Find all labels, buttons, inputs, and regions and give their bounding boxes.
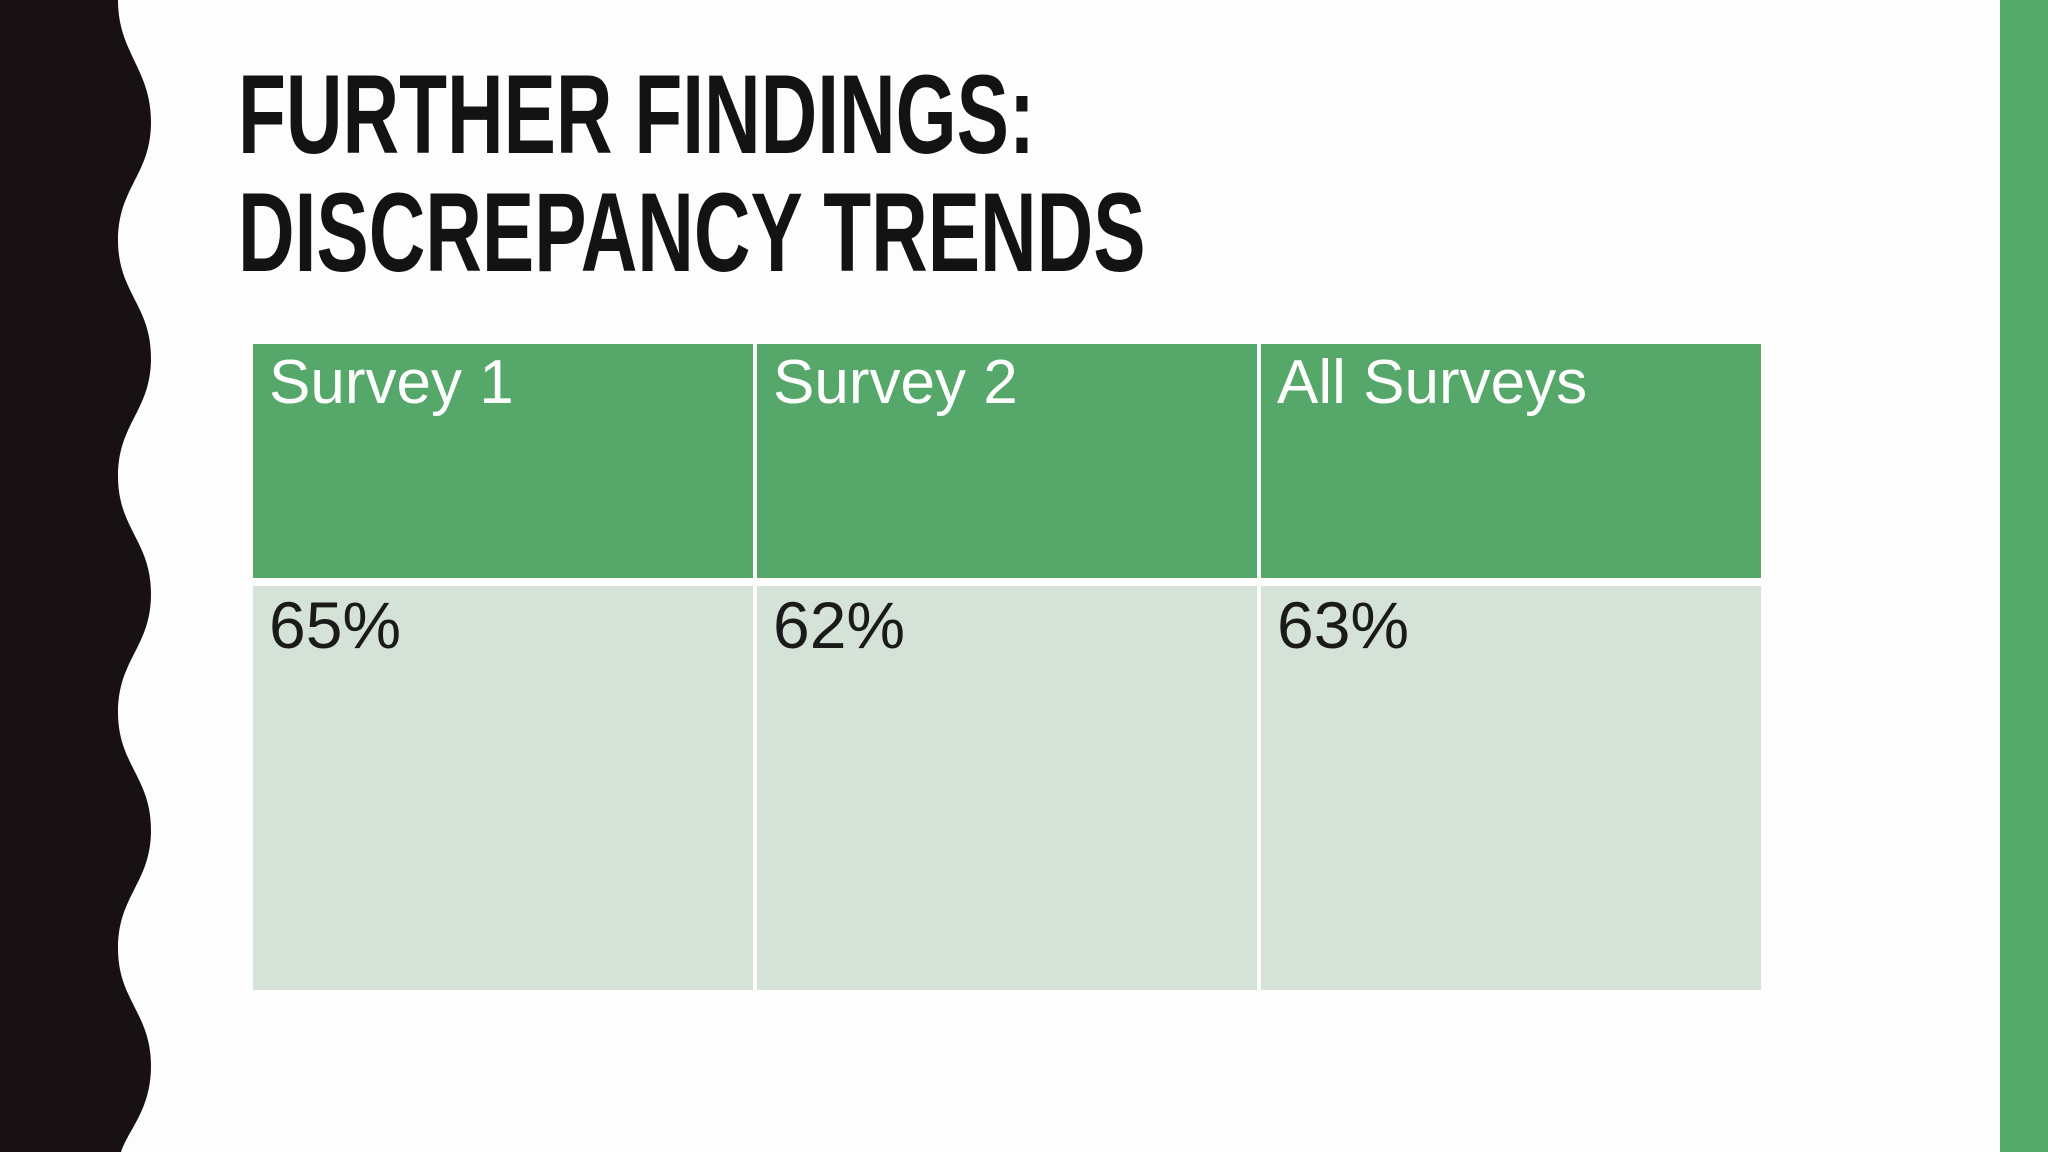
findings-table: Survey 1 Survey 2 All Surveys 65% 62% 63… — [253, 344, 1761, 990]
table-header-survey-2: Survey 2 — [757, 344, 1257, 578]
table-header-survey-1: Survey 1 — [253, 344, 753, 578]
right-accent-bar — [2000, 0, 2048, 1152]
table-header-row: Survey 1 Survey 2 All Surveys — [253, 344, 1761, 578]
table-cell-survey-2-value: 62% — [757, 586, 1257, 990]
table-data-row: 65% 62% 63% — [253, 586, 1761, 990]
slide-title: FURTHER FINDINGS: DISCREPANCY TRENDS — [238, 56, 1534, 292]
slide-title-line-1: FURTHER FINDINGS: — [238, 52, 1036, 177]
table-cell-all-surveys-value: 63% — [1261, 586, 1761, 990]
left-wave-decoration — [0, 0, 151, 1152]
table-cell-survey-1-value: 65% — [253, 586, 753, 990]
slide-title-line-2: DISCREPANCY TRENDS — [238, 170, 1146, 295]
table-header-all-surveys: All Surveys — [1261, 344, 1761, 578]
